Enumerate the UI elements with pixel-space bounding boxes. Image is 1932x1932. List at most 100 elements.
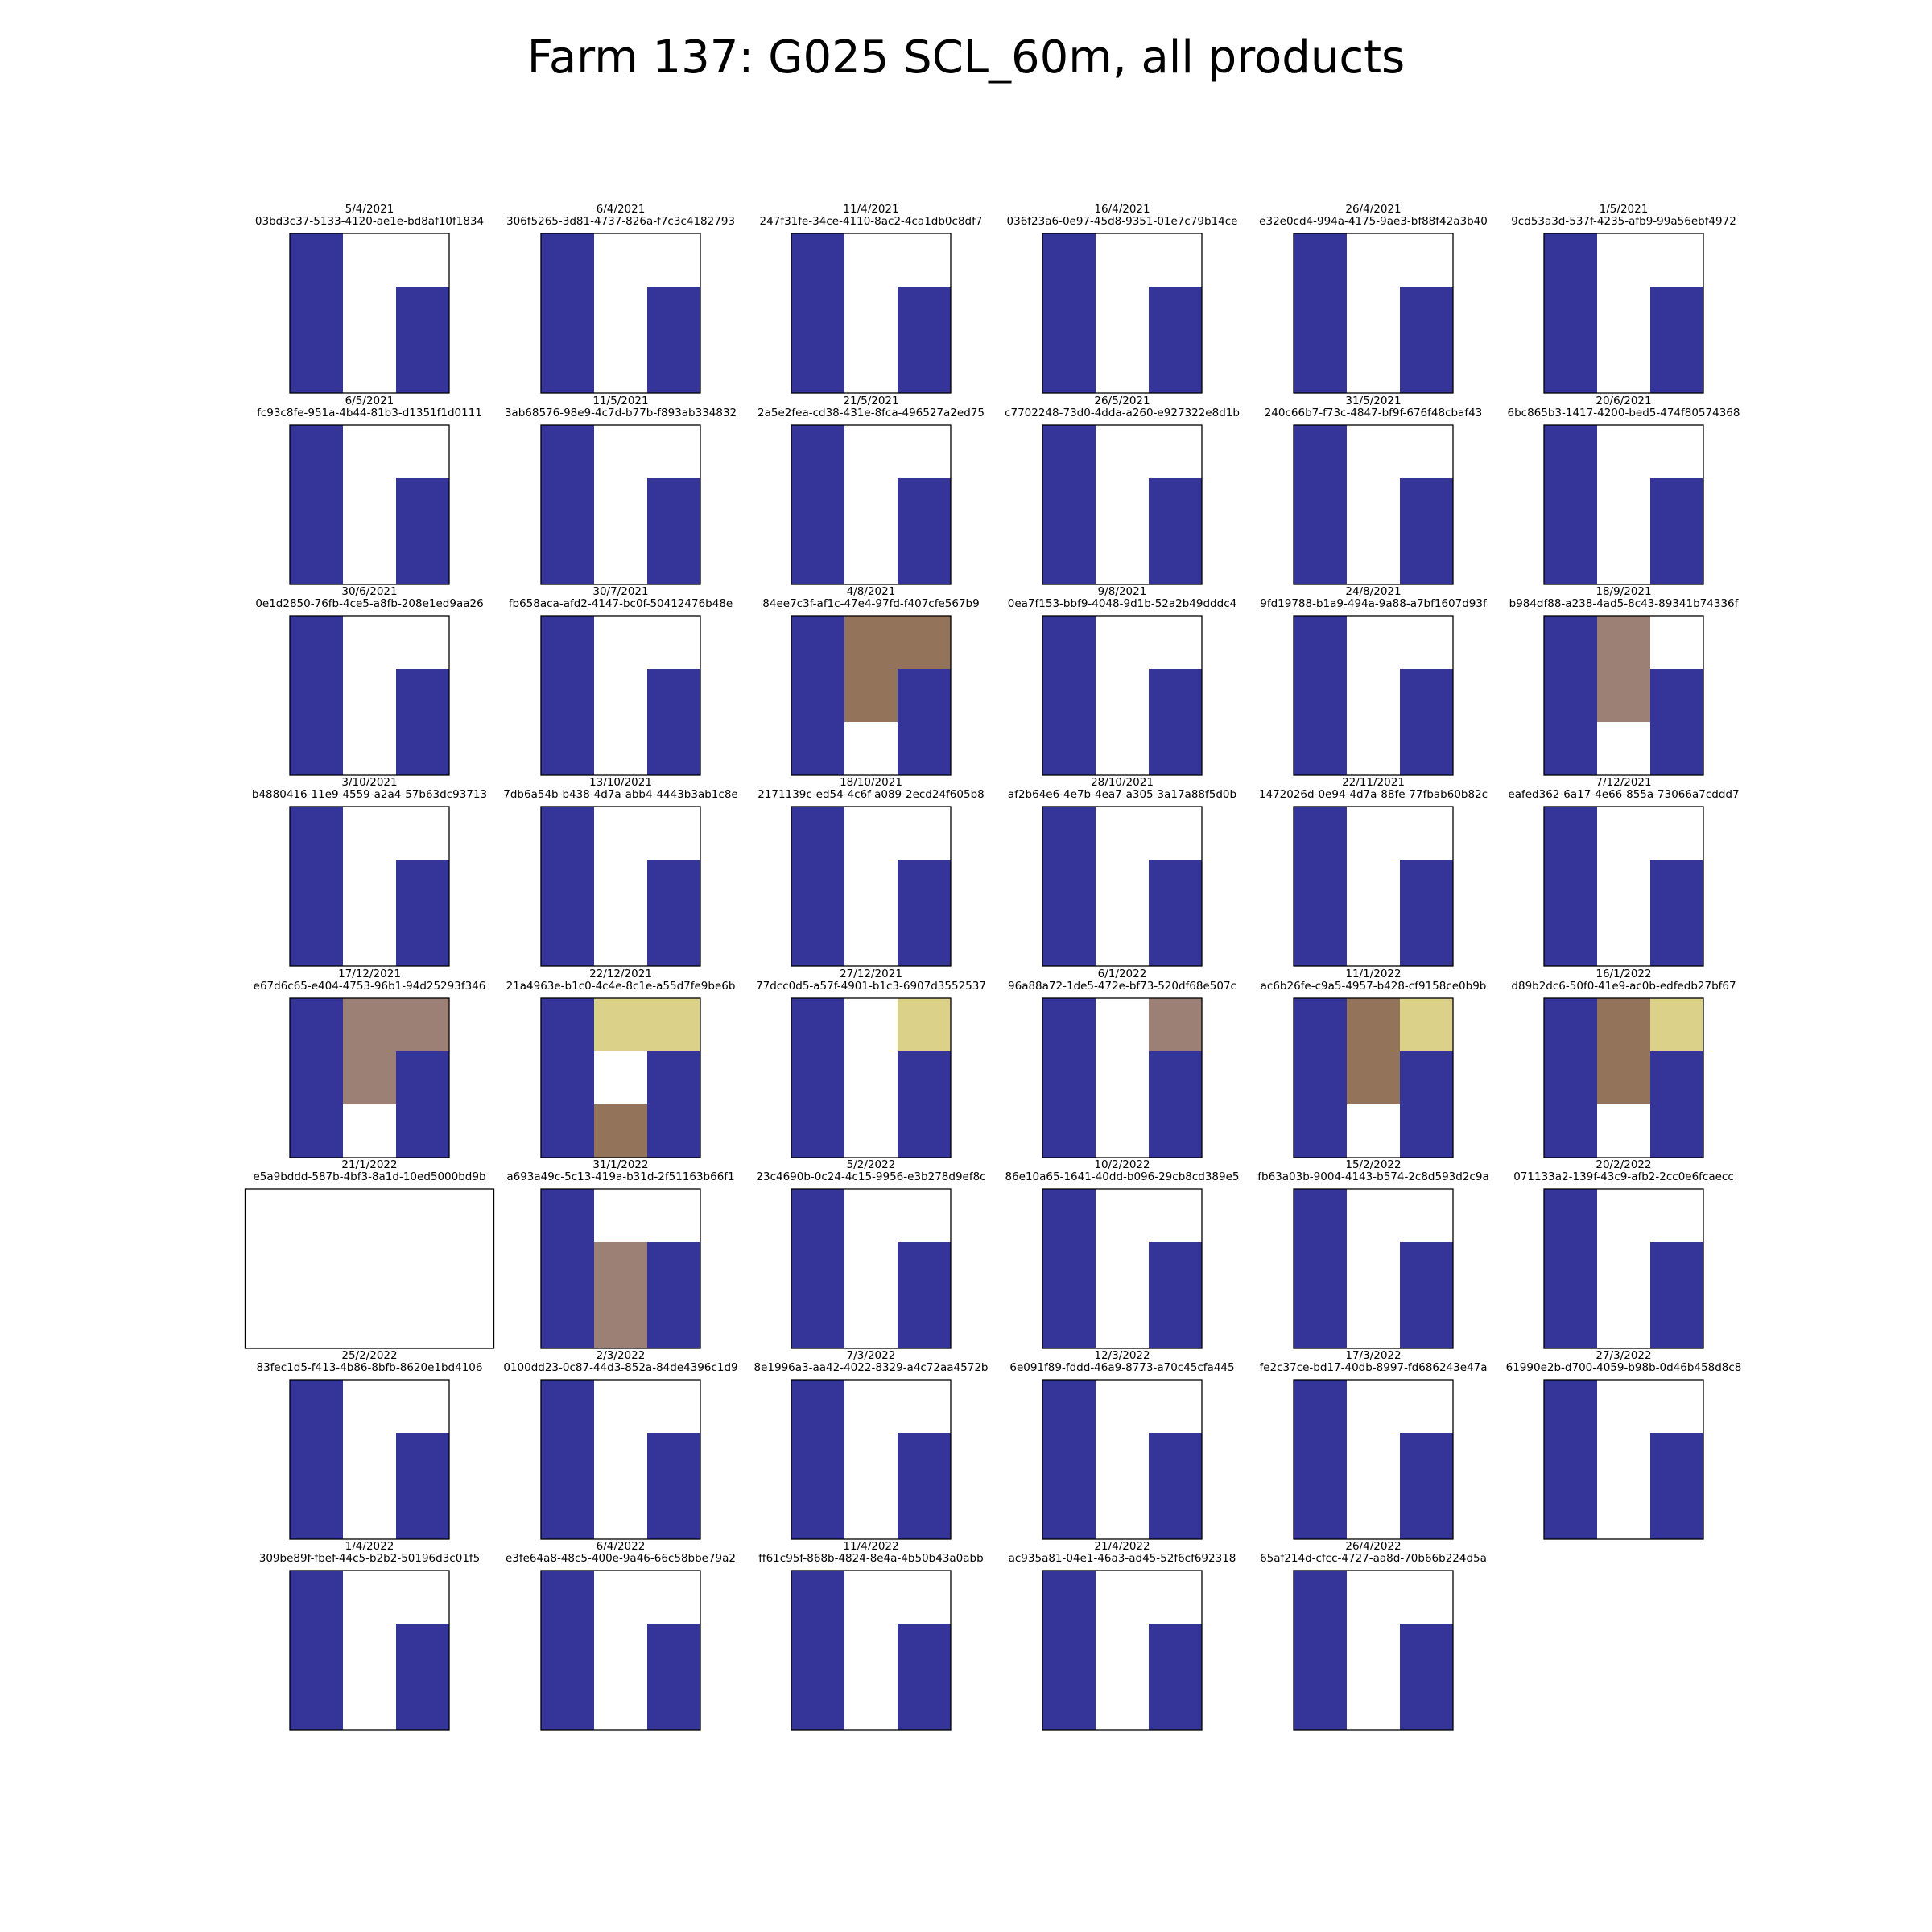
heatmap-cell [1347,1380,1401,1434]
heatmap-cell [343,478,397,532]
panel-product-id: 21a4963e-b1c0-4c4e-8c1e-a55d7fe9be6b [506,980,736,993]
heatmap-cell [1096,287,1150,341]
panel-product-id: e5a9bddd-587b-4bf3-8a1d-10ed5000bd9b [253,1170,486,1183]
heatmap-cell [1042,340,1096,394]
panel-product-id: 6e091f89-fddd-46a9-8773-a70c45cfa445 [1009,1361,1235,1374]
heatmap-cell [1294,1433,1348,1487]
panel-product-id: d89b2dc6-50f0-41e9-ac0b-edfedb27bf67 [1511,980,1736,993]
heatmap-cell [541,1051,595,1105]
panel-frame [540,615,701,776]
heatmap-cell [1400,233,1454,287]
heatmap-cell [1149,1189,1203,1243]
panel-date: 30/7/2021 [592,585,649,598]
panel-date: 31/5/2021 [1345,394,1402,407]
heatmap-cell [1294,1571,1348,1624]
heatmap-cell [290,669,344,723]
heatmap-cell [1400,1242,1454,1296]
panel-frame [289,1379,450,1540]
heatmap-cell [1042,287,1096,341]
panel-frame [1293,233,1454,394]
heatmap-cell [1042,1242,1096,1296]
panel-frame [1042,1379,1203,1540]
heatmap-cell [791,1677,845,1731]
panel-frame [289,233,450,394]
panel-frame [791,424,952,585]
heatmap-cell [1042,913,1096,967]
heatmap-cell [1149,1051,1203,1105]
heatmap-cell [1149,287,1203,341]
heatmap-cell [1042,860,1096,914]
heatmap-cell [290,1104,344,1158]
panel [1543,1188,1704,1349]
heatmap-cell [647,998,701,1052]
panel-date: 26/4/2021 [1345,203,1402,216]
panel-date: 1/5/2021 [1599,203,1649,216]
heatmap-cell [1294,616,1348,670]
heatmap-cell [396,1677,450,1731]
heatmap-cell [1650,287,1704,341]
heatmap-cell [290,998,344,1052]
panel-title: 13/10/2021 7db6a54b-b438-4d7a-abb4-4443b3… [484,777,758,801]
heatmap-cell [594,1380,648,1434]
panel-frame [540,233,701,394]
panel-product-id: 247f31fe-34ce-4110-8ac2-4ca1db0c8df7 [759,215,983,228]
heatmap-cell [541,1189,595,1243]
heatmap-cell [594,913,648,967]
heatmap-cell [594,669,648,723]
panel-product-id: 65af214d-cfcc-4727-aa8d-70b66b224d5a [1260,1552,1487,1565]
heatmap-cell [1347,287,1401,341]
panel-frame [1293,997,1454,1158]
panel-date: 25/2/2022 [341,1349,398,1362]
panel [1293,233,1454,394]
panel [289,1379,450,1540]
heatmap-cell [1597,669,1651,723]
heatmap-cell [844,1433,898,1487]
heatmap-cell [1042,807,1096,861]
heatmap-cell [1650,913,1704,967]
heatmap-cell [1096,913,1150,967]
heatmap-cell [541,478,595,532]
heatmap-cell [343,233,397,287]
panel-title: 6/4/2021 306f5265-3d81-4737-826a-f7c3c418… [484,204,758,228]
heatmap-cell [290,722,344,776]
panel-title: 17/3/2022 fe2c37ce-bd17-40db-8997-fd68624… [1236,1350,1510,1374]
panel-frame [791,615,952,776]
heatmap-cell [1597,233,1651,287]
heatmap-cell [541,531,595,585]
heatmap-cell [541,340,595,394]
heatmap-cell [1042,425,1096,479]
heatmap-cell [1096,1242,1150,1296]
heatmap-cell [594,722,648,776]
panel-title: 11/5/2021 3ab68576-98e9-4c7d-b77b-f893ab3… [484,395,758,419]
panel-title: 17/12/2021 e67d6c65-e404-4753-96b1-94d252… [233,968,506,993]
panel-date: 4/8/2021 [846,585,896,598]
panel-product-id: 3ab68576-98e9-4c7d-b77b-f893ab334832 [504,407,737,419]
panel-product-id: b984df88-a238-4ad5-8c43-89341b74336f [1509,597,1739,610]
panel-product-id: 7db6a54b-b438-4d7a-abb4-4443b3ab1c8e [503,788,738,801]
panel [1042,233,1203,394]
heatmap-cell [647,425,701,479]
panel-date: 7/3/2022 [846,1349,896,1362]
panel [289,233,450,394]
heatmap-cell [898,1433,952,1487]
heatmap-cell [844,860,898,914]
heatmap-cell [290,1677,344,1731]
heatmap-cell [647,478,701,532]
heatmap-cell [1096,478,1150,532]
panel-product-id: 6bc865b3-1417-4200-bed5-474f80574368 [1507,407,1740,419]
panel-title: 5/4/2021 03bd3c37-5133-4120-ae1e-bd8af10f… [233,204,506,228]
panel-product-id: 8e1996a3-aa42-4022-8329-a4c72aa4572b [753,1361,989,1374]
panel [289,1570,450,1731]
heatmap-cell [1149,669,1203,723]
panel-title: 7/12/2021 eafed362-6a17-4e66-855a-73066a7… [1487,777,1761,801]
heatmap-cell [647,860,701,914]
panel-frame [289,615,450,776]
panel [289,615,450,776]
heatmap-cell [1544,1104,1598,1158]
panel-date: 2/3/2022 [596,1349,646,1362]
heatmap-cell [411,1242,494,1296]
heatmap-cell [844,1380,898,1434]
heatmap-cell [1650,669,1704,723]
heatmap-cell [898,913,952,967]
